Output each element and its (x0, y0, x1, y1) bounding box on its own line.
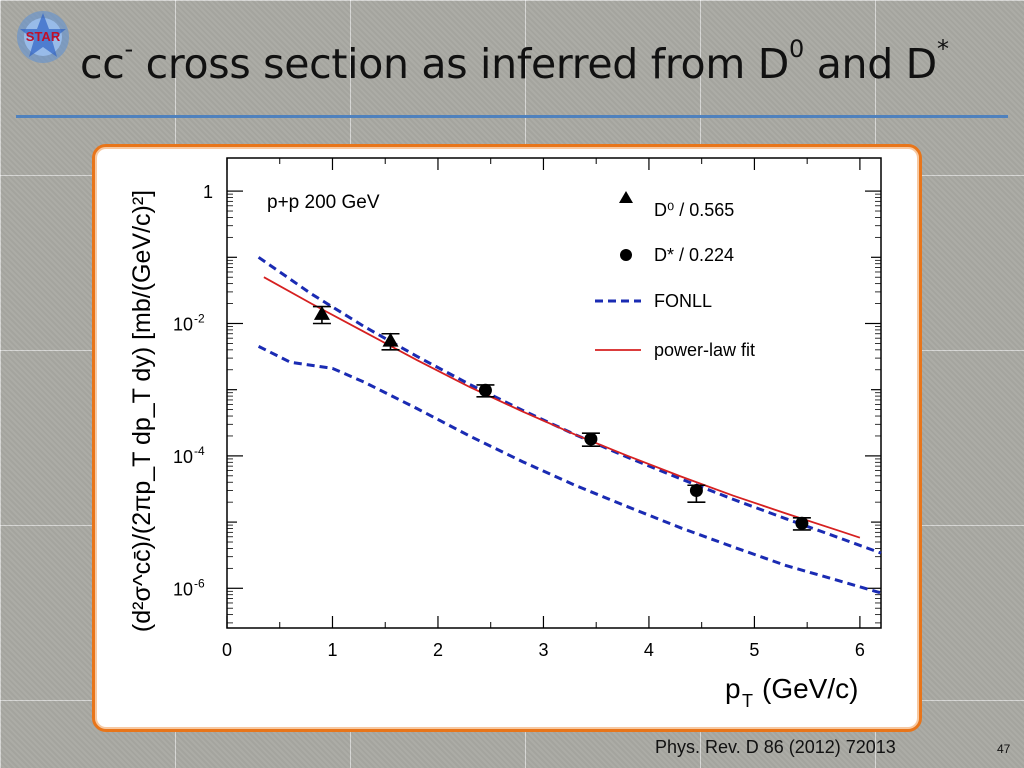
data-point-dstar (689, 484, 703, 498)
y-tick-label: 1 (203, 182, 213, 202)
curve-layer (257, 256, 882, 595)
x-axis-title-sub: T (742, 691, 753, 711)
star-logo: STAR (17, 11, 69, 63)
data-point-d0 (382, 332, 399, 347)
legend-circle-marker (620, 249, 632, 261)
y-tick-exponent: -6 (194, 576, 205, 590)
legend: D⁰ / 0.565 D* / 0.224 FONLL power-law fi… (595, 191, 755, 360)
y-axis-title-text: (d²σ^cc̄)/(2πp_T dp_T dy) [mb/(GeV/c)²] (128, 190, 156, 632)
point-layer (312, 305, 811, 531)
citation: Phys. Rev. D 86 (2012) 72013 (655, 737, 896, 757)
x-tick-label: 2 (433, 640, 443, 660)
title-d0-sup: 0 (788, 35, 804, 64)
y-axis-title: (d²σ^cc̄)/(2πp_T dp_T dy) [mb/(GeV/c)²] (128, 190, 156, 632)
x-axis-title-unit: (GeV/c) (762, 673, 858, 704)
y-tick-exponent: -2 (194, 311, 205, 325)
legend-label-fit: power-law fit (654, 340, 755, 360)
x-tick-label: 5 (749, 640, 759, 660)
data-point-dstar (478, 383, 492, 397)
x-axis-title: p T (GeV/c) (725, 673, 858, 711)
legend-label-dstar: D* / 0.224 (654, 245, 734, 265)
y-tick-label: 10 (173, 447, 193, 467)
title-bar-sup: - (124, 35, 133, 64)
slide-title: cc- cross section as inferred from D0 an… (80, 35, 949, 100)
y-tick-label: 10 (173, 579, 193, 599)
data-point-d0 (313, 305, 330, 320)
plot-area (226, 157, 882, 629)
chart-annotation: p+p 200 GeV (267, 192, 380, 213)
y-tick-label: 10 (173, 314, 193, 334)
page-number: 47 (997, 742, 1011, 756)
title-cc: cc (80, 40, 125, 88)
legend-label-fonll: FONLL (654, 291, 712, 311)
title-text-2: and D (803, 40, 938, 88)
x-tick-label: 0 (222, 640, 232, 660)
y-tick-exponent: -4 (194, 444, 205, 458)
fonll-lower-curve (257, 345, 882, 595)
x-tick-label: 6 (855, 640, 865, 660)
title-dstar-sup: * (936, 35, 949, 64)
legend-triangle-marker (619, 191, 633, 203)
legend-label-d0: D⁰ / 0.565 (654, 200, 734, 220)
title-text: cross section as inferred from D (132, 40, 790, 88)
data-point-dstar (795, 516, 809, 530)
data-point-dstar (584, 432, 598, 446)
x-axis-title-p: p (725, 673, 741, 704)
power-law-fit-curve (263, 276, 861, 539)
x-tick-label: 4 (644, 640, 654, 660)
x-tick-label: 1 (327, 640, 337, 660)
logo-text: STAR (26, 29, 61, 44)
x-tick-label: 3 (538, 640, 548, 660)
title-underline (16, 115, 1008, 118)
fonll-upper-curve (257, 256, 882, 555)
